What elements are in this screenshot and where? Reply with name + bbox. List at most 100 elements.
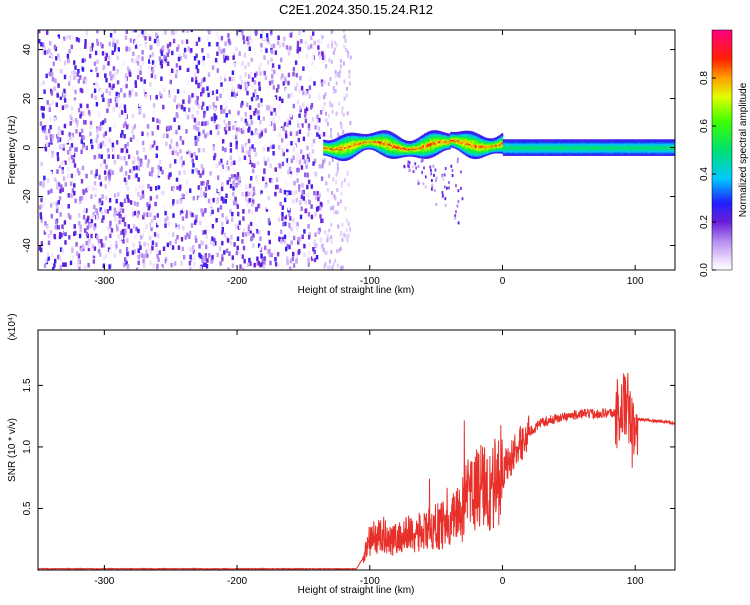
heat-cell	[247, 128, 250, 133]
heat-cell	[313, 81, 316, 86]
heat-cell	[343, 147, 346, 150]
heat-cell	[237, 110, 240, 116]
heat-cell	[226, 84, 230, 89]
heat-cell	[429, 151, 432, 153]
heat-cell	[435, 139, 438, 142]
heat-cell	[421, 148, 423, 151]
heat-cell	[391, 137, 394, 140]
heat-cell	[492, 138, 495, 140]
heat-cell	[187, 67, 190, 72]
heat-cell	[171, 186, 174, 191]
heat-cell	[80, 195, 84, 201]
heat-cell	[427, 141, 429, 144]
heat-cell	[462, 151, 464, 154]
heat-cell	[255, 175, 258, 180]
heat-cell	[86, 218, 89, 223]
heat-cell	[150, 95, 154, 100]
heat-cell	[198, 197, 201, 203]
heat-cell	[188, 230, 192, 236]
heat-cell	[282, 151, 285, 157]
heat-cell	[427, 134, 429, 137]
heat-cell	[428, 140, 431, 142]
heat-cell	[106, 52, 110, 57]
heat-cell	[462, 133, 464, 135]
heat-cell	[220, 36, 224, 41]
heat-cell	[349, 154, 352, 157]
heat-cell	[435, 136, 438, 138]
heat-cell	[256, 261, 259, 266]
heat-cell	[101, 51, 105, 56]
heat-cell	[469, 134, 472, 137]
heat-cell	[336, 157, 339, 160]
heat-cell	[195, 134, 198, 139]
heat-cell	[111, 85, 114, 91]
heat-cell	[226, 238, 230, 243]
heat-cell	[438, 146, 441, 149]
heat-cell	[476, 147, 479, 150]
heat-cell	[189, 267, 192, 270]
heat-cell	[113, 30, 117, 34]
heat-cell	[384, 141, 387, 144]
heat-cell	[248, 123, 251, 129]
heat-cell	[435, 151, 438, 153]
heat-cell	[482, 136, 485, 139]
heat-cell	[472, 155, 474, 158]
heat-cell	[158, 91, 162, 96]
heat-cell	[467, 145, 470, 148]
heat-cell	[394, 134, 397, 137]
heat-cell	[352, 155, 355, 158]
heat-cell	[326, 140, 328, 143]
heat-cell	[351, 156, 353, 159]
heat-cell	[281, 138, 284, 143]
heat-cell	[383, 139, 385, 142]
heat-cell	[352, 143, 355, 145]
heat-cell	[438, 142, 441, 145]
heat-cell	[105, 253, 108, 259]
heat-cell	[478, 153, 480, 156]
heat-cell	[196, 68, 200, 74]
heat-cell	[179, 135, 182, 141]
heat-cell	[389, 143, 391, 146]
heat-cell	[247, 226, 251, 232]
heat-cell	[117, 234, 120, 239]
heat-cell	[391, 138, 394, 141]
heat-cell	[69, 146, 72, 151]
heat-cell	[214, 120, 217, 126]
heat-cell	[425, 143, 428, 146]
heat-cell	[151, 208, 154, 214]
heat-cell	[71, 132, 74, 138]
heat-cell	[394, 154, 397, 157]
heat-cell	[464, 135, 467, 138]
heat-cell	[337, 149, 340, 152]
heat-cell	[128, 93, 131, 98]
heat-cell	[101, 243, 104, 248]
heat-cell	[104, 73, 107, 78]
heat-cell	[43, 206, 46, 211]
heat-cell	[427, 156, 429, 159]
heat-cell	[50, 213, 53, 219]
heat-cell	[315, 255, 319, 260]
heat-cell	[96, 72, 99, 78]
heat-cell	[107, 98, 110, 104]
heat-cell	[464, 138, 467, 141]
heat-cell	[159, 94, 163, 99]
heat-cell	[339, 150, 342, 153]
heat-cell	[302, 66, 305, 71]
heat-cell	[335, 111, 338, 116]
heat-cell	[337, 145, 340, 148]
heat-cell	[390, 139, 393, 142]
heat-cell	[345, 136, 347, 138]
heat-cell	[340, 142, 343, 145]
heat-cell	[134, 235, 137, 240]
heat-cell	[151, 140, 154, 145]
heat-cell	[273, 126, 276, 131]
heat-cell	[199, 173, 202, 178]
heat-cell	[425, 150, 428, 153]
heat-cell	[247, 231, 250, 236]
heat-cell	[481, 152, 483, 155]
heat-cell	[337, 150, 340, 153]
heat-cell	[193, 261, 196, 267]
heat-cell	[390, 134, 393, 137]
heat-cell	[87, 185, 90, 191]
heat-cell	[103, 143, 107, 148]
